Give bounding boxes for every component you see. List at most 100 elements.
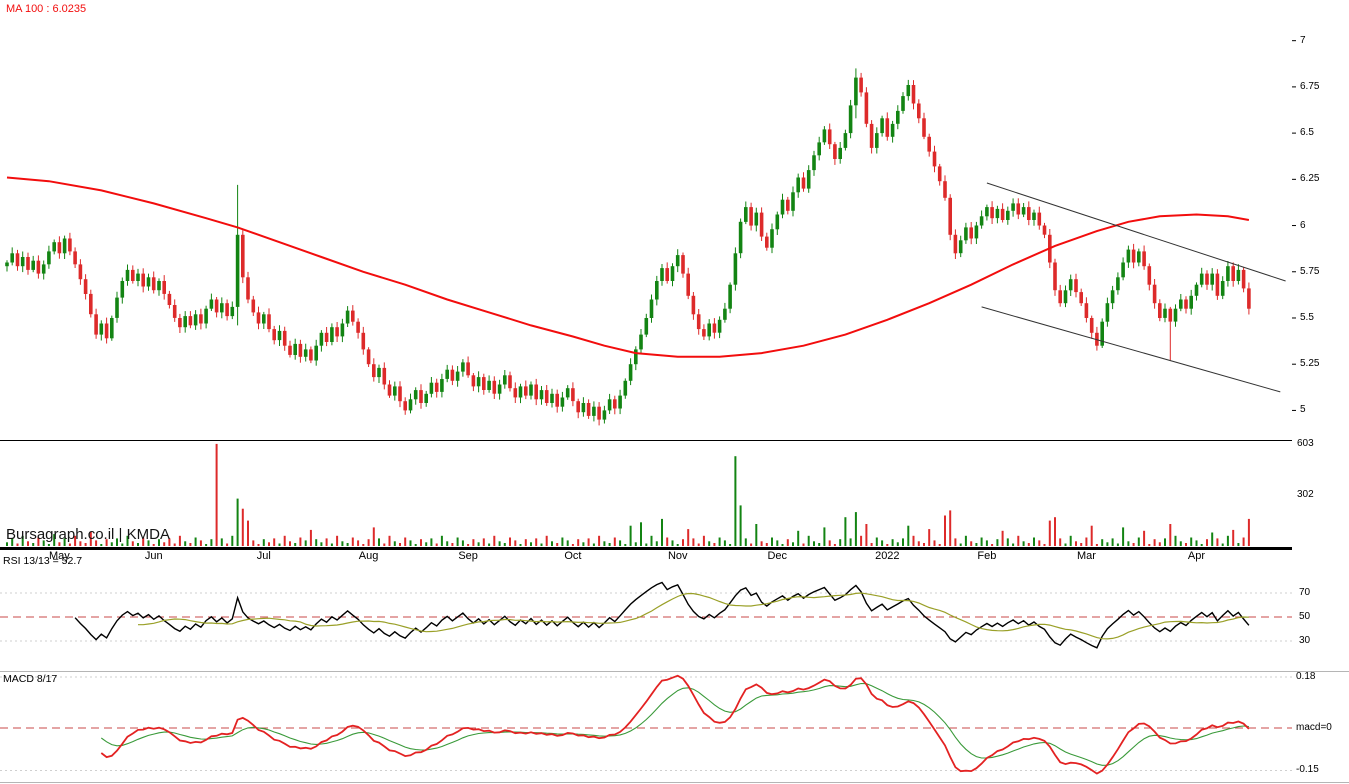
volume-bar <box>561 537 564 546</box>
candle-body <box>875 133 879 148</box>
candle-body <box>1158 303 1162 318</box>
candle-body <box>723 308 727 320</box>
candle-body <box>1105 303 1110 322</box>
volume-bar <box>661 518 663 546</box>
volume-bar <box>482 538 485 546</box>
candle-body <box>1116 277 1120 291</box>
volume-bar <box>1143 530 1146 546</box>
candle-body <box>429 382 434 394</box>
candle-body <box>57 242 62 254</box>
rsi-axis-label: 30 <box>1299 635 1311 646</box>
volume-bar <box>58 542 61 546</box>
volume-bar <box>1148 544 1151 546</box>
candle-body <box>943 181 947 198</box>
volume-bar <box>865 524 868 546</box>
volume-bar <box>1043 544 1046 546</box>
volume-bar <box>1211 532 1214 546</box>
price-axis-label: 5.25 <box>1300 358 1320 370</box>
volume-bar <box>849 538 852 546</box>
volume-bar <box>545 535 548 546</box>
candle-body <box>461 362 465 372</box>
candle-body <box>73 251 77 265</box>
candle-body <box>712 323 717 333</box>
candle-body <box>623 380 628 396</box>
volume-bar <box>53 534 56 546</box>
candle-body <box>1032 212 1036 220</box>
candle-body <box>717 319 722 333</box>
candle-body <box>1137 251 1141 263</box>
candle-body <box>754 212 759 226</box>
candle-body <box>1011 203 1015 211</box>
volume-bar <box>608 543 611 546</box>
volume-bar <box>357 540 360 546</box>
candle-body <box>183 316 187 328</box>
volume-bar <box>802 543 805 546</box>
volume-bar <box>84 543 87 546</box>
volume-bar <box>776 540 779 546</box>
volume-bar <box>723 540 726 546</box>
volume-bar <box>27 541 29 546</box>
candle-body <box>1068 279 1073 291</box>
volume-bar <box>985 540 988 546</box>
volume-bar <box>624 544 627 546</box>
x-axis-month-label: Nov <box>667 550 688 562</box>
volume-bar <box>503 543 506 546</box>
x-axis-month-label: Sep <box>458 550 478 562</box>
macd-axis-label: -0.15 <box>1296 764 1319 776</box>
volume-bar <box>440 535 443 546</box>
candle-body <box>309 349 313 361</box>
volume-bar <box>283 535 286 546</box>
volume-bar <box>477 542 480 546</box>
macd-axis-label: 0.18 <box>1296 671 1316 683</box>
volume-bar <box>734 456 737 546</box>
volume-bar <box>178 535 181 546</box>
candle-body <box>293 343 297 355</box>
volume-bar <box>587 538 590 546</box>
volume-bar <box>514 540 517 546</box>
candle-body <box>508 375 512 389</box>
candle-body <box>901 96 905 111</box>
volume-axis-label: 302 <box>1297 488 1314 500</box>
candle-body <box>869 123 874 148</box>
volume-bar <box>42 540 45 546</box>
candle-body <box>241 234 245 278</box>
rsi-axis-label: 70 <box>1299 587 1311 598</box>
x-axis-month-label: 2022 <box>875 550 900 562</box>
price-axis-label: 5 <box>1300 404 1306 416</box>
candle-body <box>592 406 596 416</box>
candle-body <box>744 207 748 222</box>
volume-bar <box>666 537 669 546</box>
volume-bar <box>697 543 700 546</box>
watermark: Bursagraph.co.il | KMDA <box>6 526 170 543</box>
candle-body <box>1147 266 1152 285</box>
candle-body <box>1000 208 1005 220</box>
volume-bar <box>1122 527 1125 546</box>
candle-body <box>979 216 984 226</box>
candle-body <box>1220 281 1225 296</box>
volume-bar <box>603 541 606 546</box>
candle-body <box>1037 212 1042 226</box>
volume-bar <box>923 543 925 546</box>
volume-bar <box>68 543 71 546</box>
candle-body <box>906 85 911 97</box>
volume-bar <box>116 538 118 546</box>
price-axis-label: 5.75 <box>1300 265 1320 277</box>
candle-body <box>5 262 9 267</box>
volume-bar <box>341 541 344 546</box>
volume-bar <box>1190 537 1193 546</box>
candle-body <box>544 390 549 403</box>
volume-bar <box>315 539 318 546</box>
candle-body <box>413 390 418 400</box>
candle-body <box>141 273 145 287</box>
candle-body <box>822 129 827 143</box>
candle-body <box>1241 269 1246 289</box>
volume-bar <box>891 539 894 546</box>
volume-bar <box>619 540 622 546</box>
volume-bar <box>917 541 920 546</box>
candle-body <box>372 364 376 378</box>
candle-body <box>157 281 161 291</box>
volume-bar <box>1195 540 1198 546</box>
candle-body <box>303 349 308 357</box>
volume-bar <box>1064 543 1067 546</box>
